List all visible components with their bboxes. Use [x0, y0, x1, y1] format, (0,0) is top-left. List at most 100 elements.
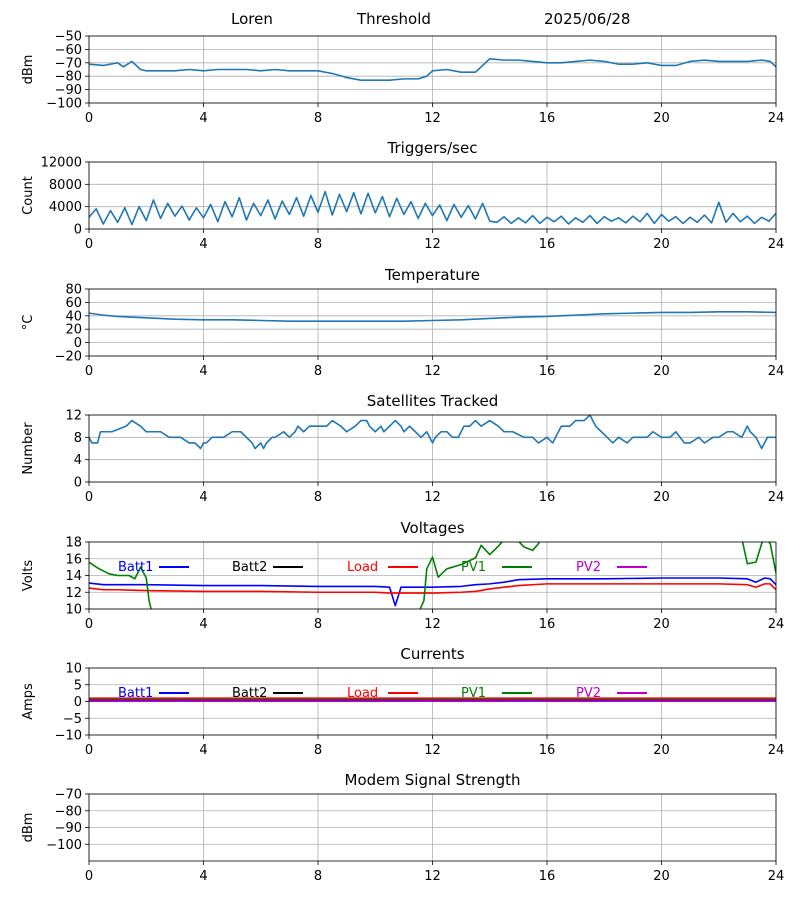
series-line-0	[89, 190, 776, 226]
y-tick-label: 12	[65, 409, 82, 424]
x-tick-label: 24	[768, 490, 785, 505]
chart-panel-0: 0 4 8 12 16 20 24 −100−90−80−70−60−50 dBm	[21, 30, 784, 127]
legend-label-batt1: Batt1	[118, 686, 153, 701]
y-tick-label: 0	[74, 223, 82, 238]
chart-title: Temperature	[384, 266, 480, 284]
header-site: Loren	[231, 10, 273, 28]
header-date: 2025/06/28	[544, 10, 631, 28]
x-tick-label: 8	[314, 490, 322, 505]
x-tick-label: 24	[768, 111, 785, 126]
chart-title: Currents	[400, 645, 464, 663]
y-tick-label: 0	[74, 695, 82, 710]
chart-panel-5: 0 4 8 12 16 20 24 −10 −5 0 510 Currents Amps Batt1 Bat…	[21, 645, 784, 758]
x-tick-label: 20	[653, 743, 670, 758]
x-tick-label: 24	[768, 617, 785, 632]
x-tick-label: 4	[199, 617, 207, 632]
chart-panel-3: 0 4 8 12 16 20 24 0 4 8 12 Satellites Tracked Number	[21, 392, 784, 505]
x-tick-label: 16	[539, 617, 556, 632]
x-tick-label: 16	[539, 743, 556, 758]
x-tick-label: 24	[768, 364, 785, 379]
y-tick-label: −90	[55, 821, 82, 836]
chart-title: Triggers/sec	[387, 139, 478, 157]
x-tick-label: 20	[653, 617, 670, 632]
x-tick-label: 20	[653, 490, 670, 505]
x-tick-label: 20	[653, 364, 670, 379]
y-axis-label: °C	[21, 315, 36, 331]
x-tick-label: 16	[539, 111, 556, 126]
y-axis-label: dBm	[21, 55, 36, 85]
series-line-load	[89, 583, 776, 594]
y-tick-label: −70	[55, 56, 82, 71]
x-tick-label: 8	[314, 364, 322, 379]
x-tick-label: 8	[314, 237, 322, 252]
y-tick-label: 5	[74, 678, 82, 693]
x-tick-label: 20	[653, 869, 670, 884]
legend-label-batt1: Batt1	[118, 560, 153, 575]
x-tick-label: 16	[539, 364, 556, 379]
y-tick-label: −70	[55, 788, 82, 803]
y-tick-label: 8000	[49, 178, 82, 193]
y-tick-label: 20	[65, 323, 82, 338]
series-line-pv1	[89, 542, 776, 609]
y-axis-label: Number	[21, 422, 36, 475]
y-tick-label: −20	[55, 350, 82, 365]
y-axis-label: Amps	[21, 683, 36, 720]
y-tick-label: −5	[63, 712, 82, 727]
x-tick-label: 8	[314, 743, 322, 758]
legend-label-load: Load	[347, 560, 378, 575]
x-tick-label: 0	[85, 111, 93, 126]
x-tick-label: 16	[539, 869, 556, 884]
x-tick-label: 0	[85, 869, 93, 884]
x-tick-label: 0	[85, 490, 93, 505]
series-line-0	[89, 57, 776, 82]
y-tick-label: 10	[65, 603, 82, 618]
x-tick-label: 16	[539, 237, 556, 252]
x-tick-label: 12	[424, 237, 441, 252]
y-tick-label: −60	[55, 43, 82, 58]
legend-label-pv2: PV2	[576, 560, 601, 575]
y-tick-label: 0	[74, 336, 82, 351]
y-tick-label: 40	[65, 309, 82, 324]
y-tick-label: −90	[55, 83, 82, 98]
series-line-0	[89, 415, 776, 450]
y-tick-label: 14	[65, 569, 82, 584]
series-line-0	[89, 310, 776, 322]
header-mode: Threshold	[357, 10, 431, 28]
y-axis-label: dBm	[21, 813, 36, 843]
y-tick-label: −80	[55, 70, 82, 85]
y-tick-label: 8	[74, 431, 82, 446]
y-tick-label: −100	[46, 838, 82, 853]
x-tick-label: 4	[199, 490, 207, 505]
legend-label-pv2: PV2	[576, 686, 601, 701]
y-tick-label: 80	[65, 283, 82, 298]
x-tick-label: 24	[768, 869, 785, 884]
y-tick-label: 16	[65, 552, 82, 567]
x-tick-label: 0	[85, 743, 93, 758]
y-tick-label: 4000	[49, 200, 82, 215]
y-tick-label: 12	[65, 586, 82, 601]
legend-label-pv1: PV1	[461, 560, 486, 575]
x-tick-label: 8	[314, 869, 322, 884]
x-tick-label: 4	[199, 869, 207, 884]
x-tick-label: 12	[424, 743, 441, 758]
x-tick-label: 4	[199, 364, 207, 379]
series-line-batt1	[89, 577, 776, 607]
y-tick-label: −50	[55, 30, 82, 45]
y-tick-label: 12000	[41, 156, 82, 171]
x-tick-label: 12	[424, 617, 441, 632]
x-tick-label: 0	[85, 617, 93, 632]
x-tick-label: 8	[314, 111, 322, 126]
x-tick-label: 8	[314, 617, 322, 632]
legend-label-batt2: Batt2	[232, 560, 267, 575]
y-tick-label: 18	[65, 536, 82, 551]
y-tick-label: −80	[55, 804, 82, 819]
x-tick-label: 4	[199, 111, 207, 126]
x-tick-label: 20	[653, 111, 670, 126]
x-tick-label: 4	[199, 237, 207, 252]
x-tick-label: 12	[424, 364, 441, 379]
y-tick-label: −10	[55, 729, 82, 744]
